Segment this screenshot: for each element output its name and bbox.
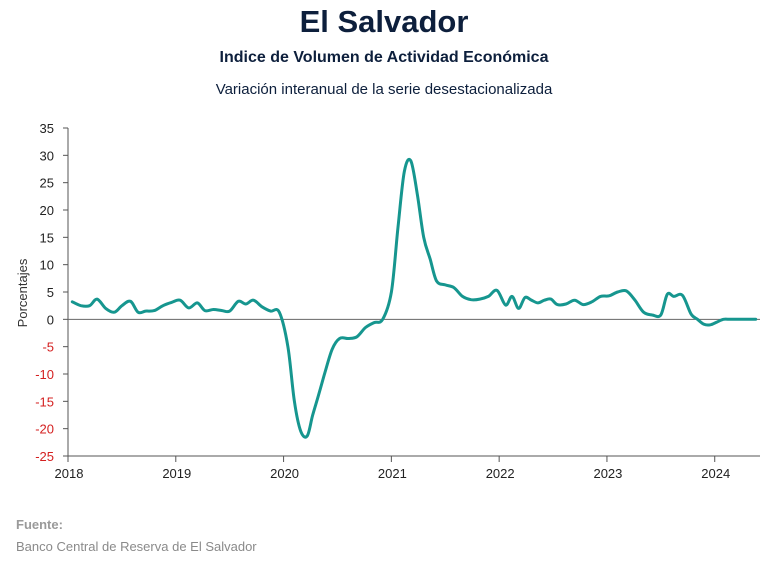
x-tick-label: 2019 (162, 466, 191, 481)
x-tick-label: 2020 (270, 466, 299, 481)
y-tick-label: 30 (40, 148, 54, 163)
chart-subtitle: Indice de Volumen de Actividad Económica (219, 49, 549, 66)
y-tick-label: -5 (42, 340, 54, 355)
y-tick-label: 15 (40, 230, 54, 245)
x-tick-label: 2024 (701, 466, 730, 481)
x-tick-label: 2022 (486, 466, 515, 481)
y-tick-label: -20 (35, 422, 54, 437)
y-tick-label: 0 (47, 312, 54, 327)
chart-title: El Salvador (299, 4, 469, 39)
y-tick-label: 10 (40, 258, 54, 273)
series-group (70, 157, 758, 439)
series-line (70, 157, 758, 439)
chart-description: Variación interanual de la serie desesta… (215, 81, 553, 98)
y-axis-label: Porcentajes (15, 258, 30, 327)
y-tick-label: 25 (40, 176, 54, 191)
x-tick-label: 2023 (593, 466, 622, 481)
line-chart: 35 30 25 20 15 10 5 0 -5 -10 -15 -20 -25 2018 2019 202… (15, 121, 760, 481)
x-tick-label: 2021 (378, 466, 407, 481)
y-tick-label: 35 (40, 121, 54, 136)
y-tick-label: -15 (35, 394, 54, 409)
y-axis: 35 30 25 20 15 10 5 0 -5 -10 -15 -20 -25 (35, 121, 69, 464)
source-text: Banco Central de Reserva de El Salvador (16, 539, 257, 554)
x-axis: 2018 2019 2020 2021 2022 2023 2024 (55, 318, 760, 481)
y-tick-label: 20 (40, 203, 54, 218)
y-tick-label: -25 (35, 449, 54, 464)
y-tick-label: -10 (35, 367, 54, 382)
source-label: Fuente: (16, 517, 63, 532)
x-tick-label: 2018 (55, 466, 84, 481)
y-tick-label: 5 (47, 285, 54, 300)
